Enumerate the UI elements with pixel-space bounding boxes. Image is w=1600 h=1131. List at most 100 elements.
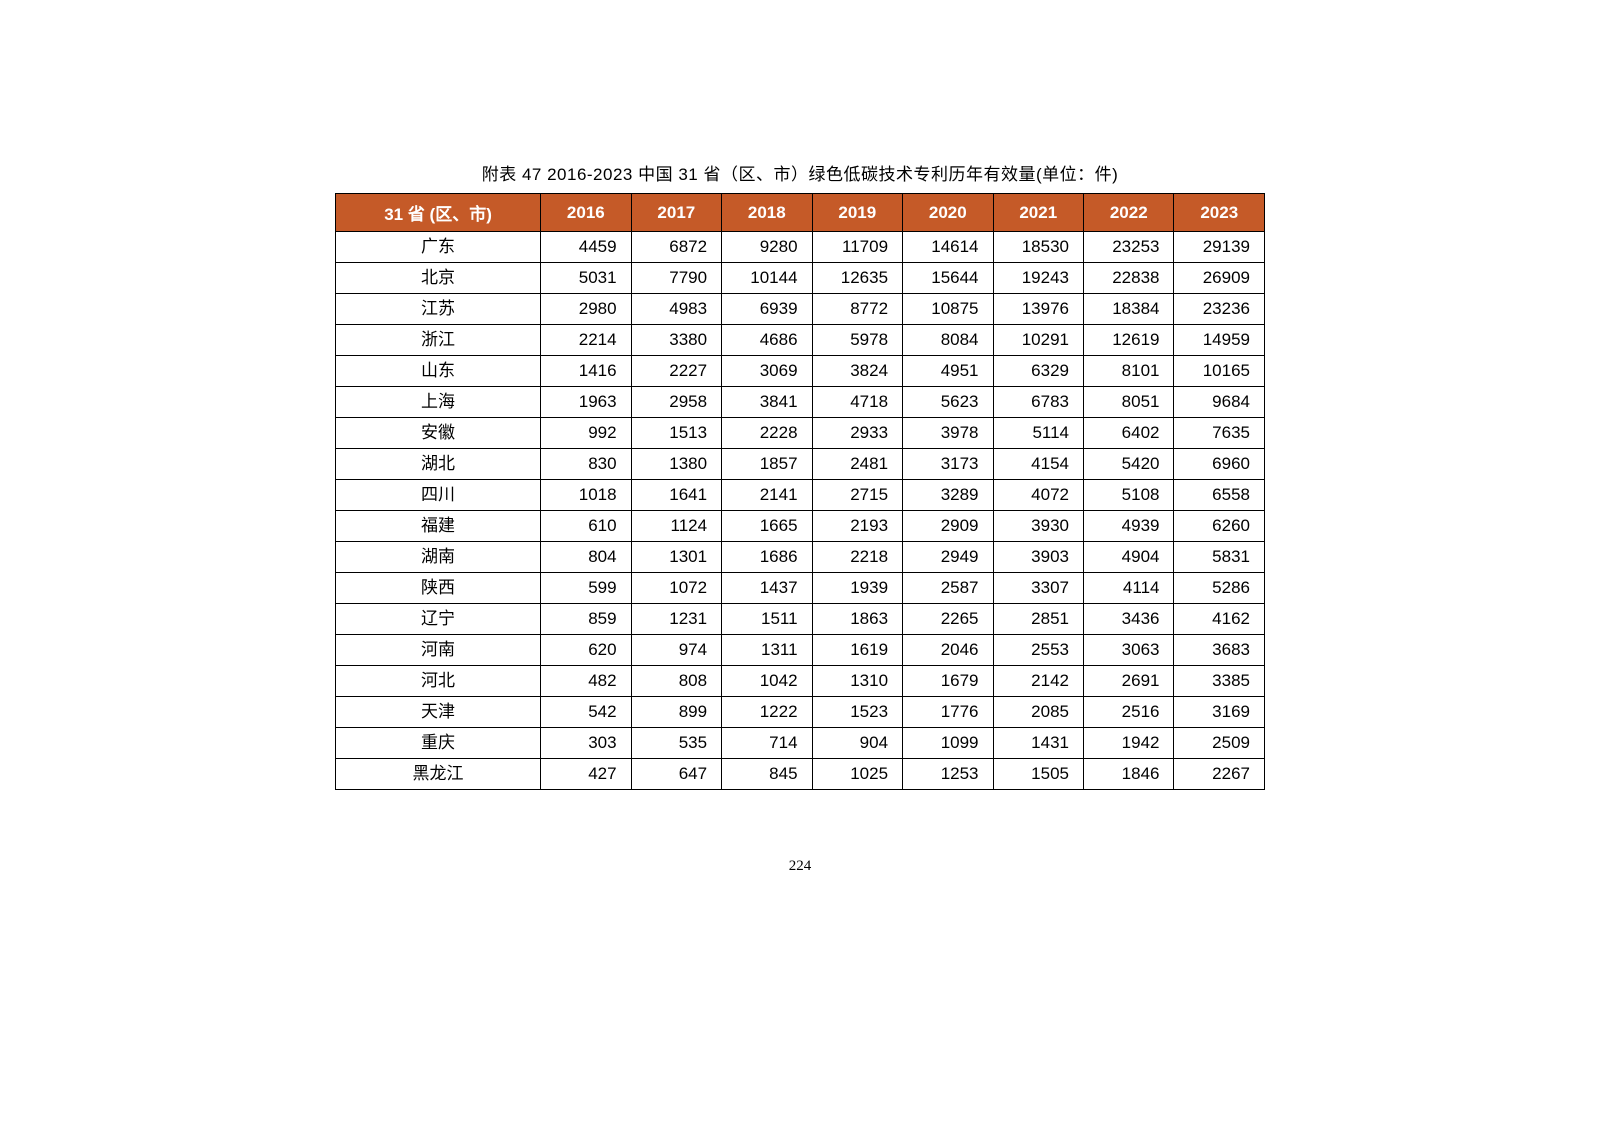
value-cell: 1505 — [993, 759, 1083, 790]
value-cell: 14959 — [1174, 325, 1265, 356]
table-body: 广东4459687292801170914614185302325329139北… — [336, 232, 1265, 790]
table-caption: 附表 47 2016-2023 中国 31 省（区、市）绿色低碳技术专利历年有效… — [482, 160, 1119, 185]
value-cell: 1416 — [541, 356, 631, 387]
table-row: 重庆3035357149041099143119422509 — [336, 728, 1265, 759]
value-cell: 3824 — [812, 356, 902, 387]
value-cell: 2715 — [812, 480, 902, 511]
value-cell: 2958 — [631, 387, 721, 418]
value-cell: 904 — [812, 728, 902, 759]
value-cell: 13976 — [993, 294, 1083, 325]
value-cell: 26909 — [1174, 263, 1265, 294]
value-cell: 2481 — [812, 449, 902, 480]
table-row: 四川10181641214127153289407251086558 — [336, 480, 1265, 511]
value-cell: 22838 — [1084, 263, 1174, 294]
value-cell: 2267 — [1174, 759, 1265, 790]
value-cell: 1686 — [722, 542, 812, 573]
table-row: 黑龙江42764784510251253150518462267 — [336, 759, 1265, 790]
value-cell: 5831 — [1174, 542, 1265, 573]
value-cell: 4904 — [1084, 542, 1174, 573]
value-cell: 1025 — [812, 759, 902, 790]
value-cell: 10144 — [722, 263, 812, 294]
value-cell: 535 — [631, 728, 721, 759]
value-cell: 3380 — [631, 325, 721, 356]
value-cell: 899 — [631, 697, 721, 728]
value-cell: 845 — [722, 759, 812, 790]
value-cell: 2949 — [903, 542, 993, 573]
value-cell: 4983 — [631, 294, 721, 325]
value-cell: 3069 — [722, 356, 812, 387]
province-cell: 重庆 — [336, 728, 541, 759]
province-cell: 河南 — [336, 635, 541, 666]
value-cell: 1042 — [722, 666, 812, 697]
value-cell: 11709 — [812, 232, 902, 263]
province-cell: 天津 — [336, 697, 541, 728]
value-cell: 14614 — [903, 232, 993, 263]
value-cell: 1523 — [812, 697, 902, 728]
value-cell: 15644 — [903, 263, 993, 294]
value-cell: 1963 — [541, 387, 631, 418]
value-cell: 23236 — [1174, 294, 1265, 325]
province-cell: 上海 — [336, 387, 541, 418]
value-cell: 1018 — [541, 480, 631, 511]
value-cell: 2980 — [541, 294, 631, 325]
value-cell: 29139 — [1174, 232, 1265, 263]
table-header-row: 31 省 (区、市) 2016 2017 2018 2019 2020 2021… — [336, 194, 1265, 232]
province-cell: 河北 — [336, 666, 541, 697]
value-cell: 1942 — [1084, 728, 1174, 759]
value-cell: 8084 — [903, 325, 993, 356]
table-row: 上海19632958384147185623678380519684 — [336, 387, 1265, 418]
table-row: 河北482808104213101679214226913385 — [336, 666, 1265, 697]
value-cell: 2227 — [631, 356, 721, 387]
value-cell: 804 — [541, 542, 631, 573]
value-cell: 1665 — [722, 511, 812, 542]
value-cell: 2587 — [903, 573, 993, 604]
value-cell: 1301 — [631, 542, 721, 573]
value-cell: 1619 — [812, 635, 902, 666]
table-row: 北京50317790101441263515644192432283826909 — [336, 263, 1265, 294]
value-cell: 2218 — [812, 542, 902, 573]
value-cell: 4686 — [722, 325, 812, 356]
value-cell: 6558 — [1174, 480, 1265, 511]
value-cell: 3978 — [903, 418, 993, 449]
column-header-2019: 2019 — [812, 194, 902, 232]
value-cell: 4114 — [1084, 573, 1174, 604]
value-cell: 4072 — [993, 480, 1083, 511]
value-cell: 10165 — [1174, 356, 1265, 387]
province-cell: 浙江 — [336, 325, 541, 356]
province-cell: 陕西 — [336, 573, 541, 604]
province-cell: 山东 — [336, 356, 541, 387]
value-cell: 610 — [541, 511, 631, 542]
value-cell: 3683 — [1174, 635, 1265, 666]
table-row: 江苏298049836939877210875139761838423236 — [336, 294, 1265, 325]
value-cell: 992 — [541, 418, 631, 449]
column-header-2020: 2020 — [903, 194, 993, 232]
value-cell: 1846 — [1084, 759, 1174, 790]
value-cell: 1099 — [903, 728, 993, 759]
province-cell: 北京 — [336, 263, 541, 294]
value-cell: 808 — [631, 666, 721, 697]
value-cell: 18530 — [993, 232, 1083, 263]
value-cell: 620 — [541, 635, 631, 666]
value-cell: 5286 — [1174, 573, 1265, 604]
column-header-2021: 2021 — [993, 194, 1083, 232]
value-cell: 2085 — [993, 697, 1083, 728]
value-cell: 2933 — [812, 418, 902, 449]
value-cell: 3169 — [1174, 697, 1265, 728]
value-cell: 2141 — [722, 480, 812, 511]
province-cell: 湖南 — [336, 542, 541, 573]
value-cell: 1311 — [722, 635, 812, 666]
value-cell: 2142 — [993, 666, 1083, 697]
table-row: 河南620974131116192046255330633683 — [336, 635, 1265, 666]
value-cell: 7790 — [631, 263, 721, 294]
value-cell: 19243 — [993, 263, 1083, 294]
value-cell: 1431 — [993, 728, 1083, 759]
value-cell: 2909 — [903, 511, 993, 542]
value-cell: 542 — [541, 697, 631, 728]
value-cell: 303 — [541, 728, 631, 759]
value-cell: 1513 — [631, 418, 721, 449]
table-row: 广东4459687292801170914614185302325329139 — [336, 232, 1265, 263]
page-number: 224 — [789, 858, 812, 875]
value-cell: 10875 — [903, 294, 993, 325]
province-cell: 江苏 — [336, 294, 541, 325]
value-cell: 9280 — [722, 232, 812, 263]
